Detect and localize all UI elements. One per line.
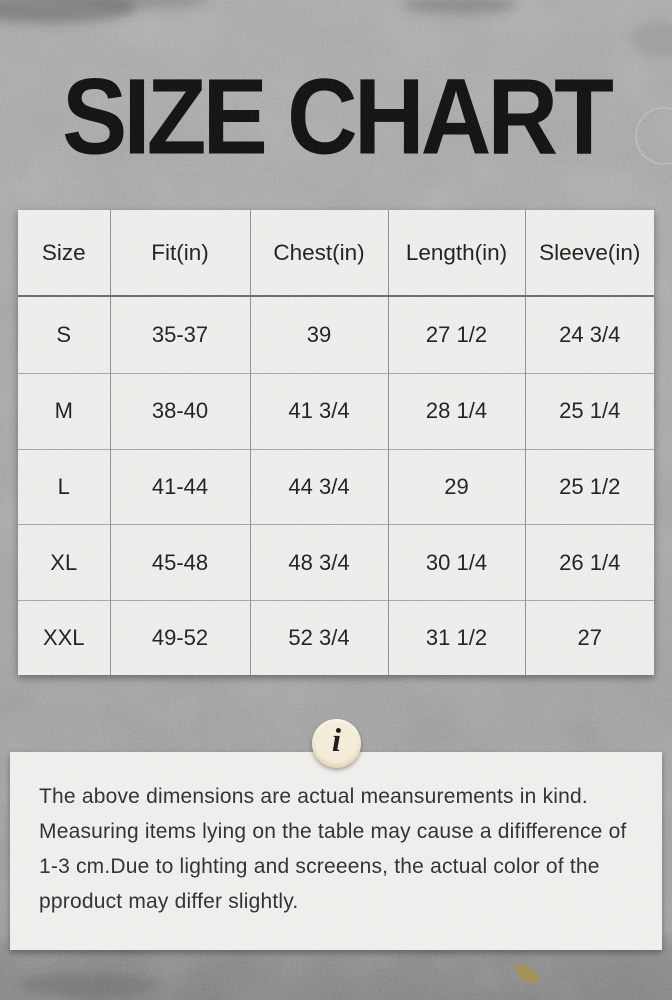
column-header-size: Size — [18, 210, 110, 297]
info-icon-glyph: i — [331, 722, 342, 759]
measurement-cell: 35-37 — [109, 295, 250, 374]
measurement-cell: 27 — [524, 600, 654, 675]
column-header-length: Length(in) — [387, 210, 525, 297]
note-text-line: 1-3 cm.Due to lighting and screeens, the… — [39, 855, 600, 878]
note-text-line: The above dimensions are actual meansure… — [39, 785, 588, 808]
measurement-cell: 28 1/4 — [387, 372, 525, 449]
table-row-xxl: XXL 49-52 52 3/4 31 1/2 27 — [18, 600, 654, 675]
table-row-l: L 41-44 44 3/4 29 25 1/2 — [18, 448, 654, 525]
measurement-cell: 41 3/4 — [249, 372, 388, 449]
size-cell: L — [18, 448, 110, 525]
column-header-fit: Fit(in) — [109, 210, 250, 297]
measurement-cell: 45-48 — [109, 524, 250, 601]
measurement-cell: 48 3/4 — [249, 524, 388, 601]
table-row-m: M 38-40 41 3/4 28 1/4 25 1/4 — [18, 372, 654, 449]
measurement-cell: 41-44 — [109, 448, 250, 525]
column-header-sleeve: Sleeve(in) — [524, 210, 654, 297]
measurement-cell: 25 1/4 — [524, 372, 654, 449]
size-cell: S — [18, 295, 110, 374]
measurement-cell: 27 1/2 — [387, 295, 525, 374]
size-cell: M — [18, 372, 110, 449]
table-row-s: S 35-37 39 27 1/2 24 3/4 — [18, 295, 654, 374]
measurement-cell: 44 3/4 — [249, 448, 388, 525]
page-title: SIZE CHART — [62, 55, 614, 177]
measurement-cell: 24 3/4 — [524, 295, 654, 374]
note-text-line: Measuring items lying on the table may c… — [39, 820, 627, 843]
note-box: The above dimensions are actual meansure… — [10, 752, 662, 950]
table-row-xl: XL 45-48 48 3/4 30 1/4 26 1/4 — [18, 524, 654, 601]
size-chart-table: Size Fit(in) Chest(in) Length(in) Sleeve… — [18, 210, 654, 675]
measurement-cell: 26 1/4 — [524, 524, 654, 601]
measurement-cell: 52 3/4 — [249, 600, 388, 675]
column-header-chest: Chest(in) — [249, 210, 388, 297]
note-text-line: pproduct may differ slightly. — [39, 890, 299, 913]
measurement-cell: 49-52 — [109, 600, 250, 675]
size-cell: XXL — [18, 600, 110, 675]
measurement-cell: 38-40 — [109, 372, 250, 449]
measurement-cell: 30 1/4 — [387, 524, 525, 601]
size-cell: XL — [18, 524, 110, 601]
info-icon: i — [312, 719, 361, 768]
measurement-cell: 25 1/2 — [524, 448, 654, 525]
header-row: Size Fit(in) Chest(in) Length(in) Sleeve… — [18, 210, 654, 297]
measurement-cell: 39 — [249, 295, 388, 374]
measurement-cell: 29 — [387, 448, 525, 525]
measurement-cell: 31 1/2 — [387, 600, 525, 675]
